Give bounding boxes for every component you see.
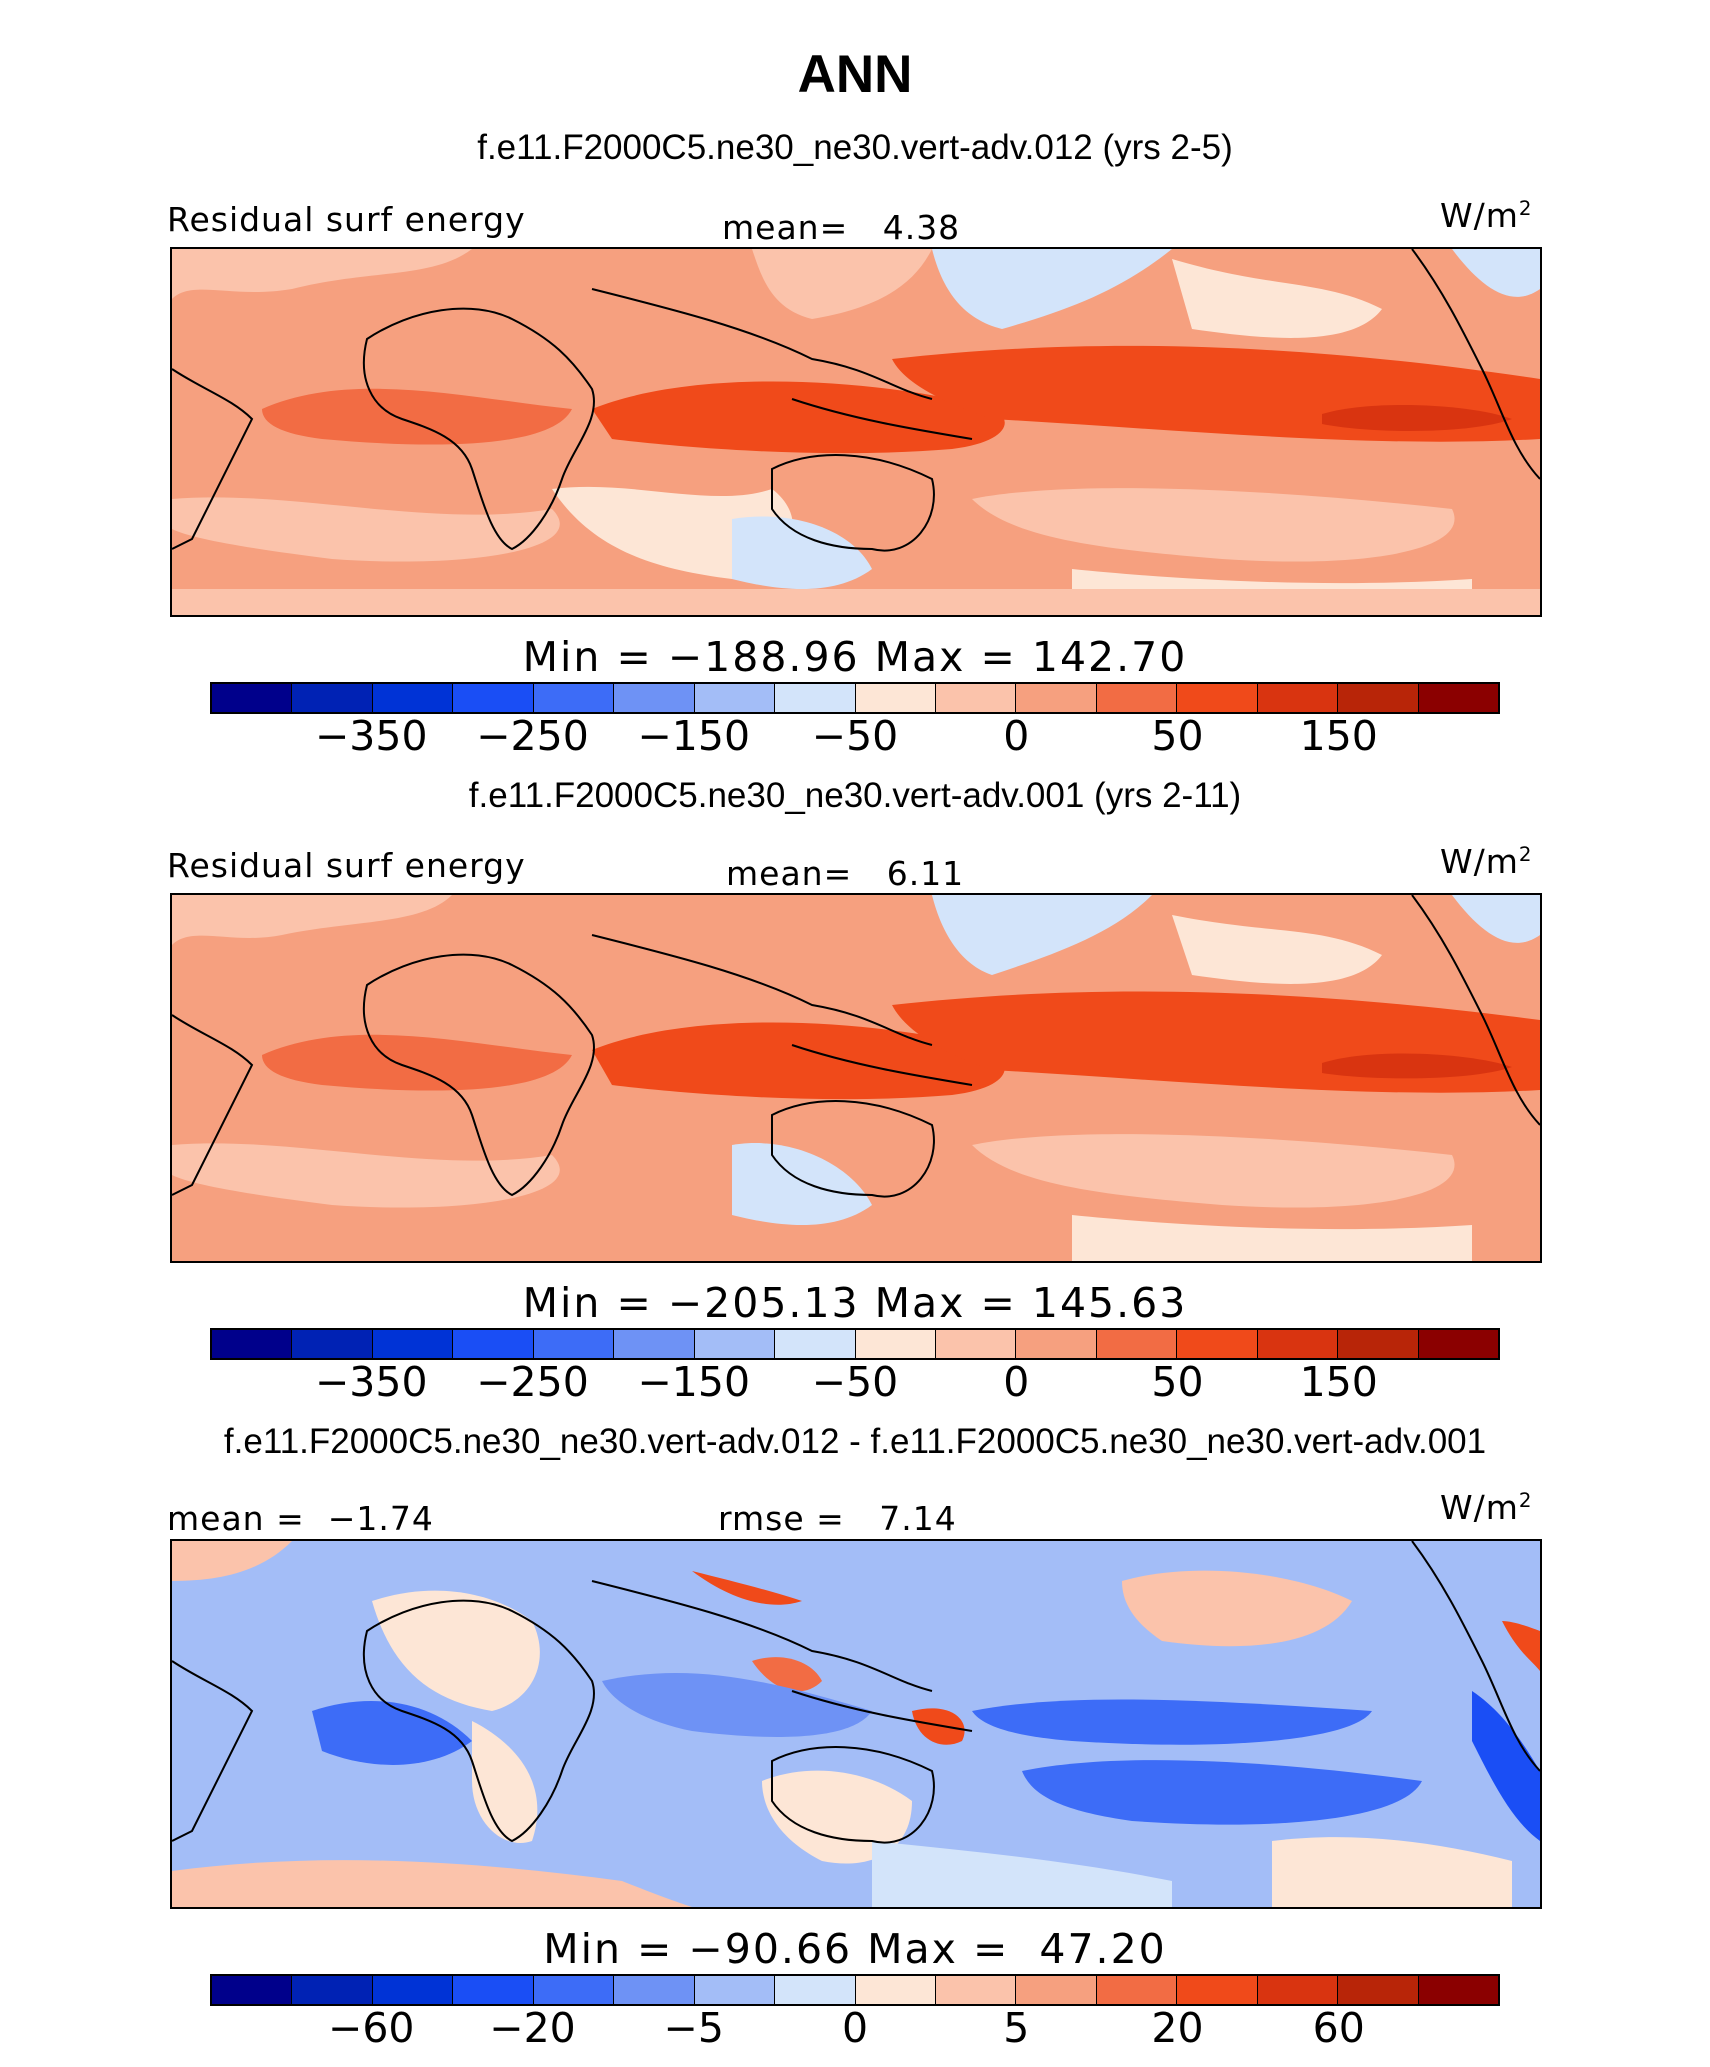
panel-1-map [170,247,1542,617]
colorbar-box [935,1330,1017,1358]
colorbar-box [1177,684,1258,712]
colorbar-box [855,1976,936,2004]
colorbar-tick-label: 60 [1312,2004,1365,2052]
colorbar-tick-label: 50 [1151,712,1204,760]
colorbar-box [372,1976,454,2004]
panel-3-min-max: Min = −90.66 Max = 47.20 [543,1925,1167,1973]
colorbar-tick-label: −50 [811,712,899,760]
panel-2-contour-field [172,895,1540,1261]
colorbar-tick-label: −350 [314,1358,428,1406]
panel-1-mean-label: mean= 4.38 [722,208,961,247]
colorbar-box [212,1330,293,1358]
colorbar-box [1418,1976,1498,2004]
colorbar-box [775,1330,856,1358]
colorbar-box [1338,1330,1419,1358]
colorbar-tick-label: −150 [637,1358,751,1406]
panel-1-variable-label: Residual surf energy [167,200,526,239]
colorbar-box [533,1976,615,2004]
colorbar-box [212,1976,293,2004]
panel-1-contour-field [172,249,1540,615]
colorbar-box [775,1976,856,2004]
panel-1-units: W/m2 [1440,196,1533,235]
colorbar-box [1016,1330,1097,1358]
panel-2-min-max: Min = −205.13 Max = 145.63 [522,1279,1188,1327]
colorbar-box [1177,1330,1258,1358]
colorbar-box [935,684,1017,712]
colorbar-box [775,684,856,712]
panel-2-mean-label: mean= 6.11 [726,854,965,893]
panel-1-min-max: Min = −188.96 Max = 142.70 [522,633,1188,681]
figure-title: ANN [797,45,913,104]
colorbar-box [855,684,936,712]
colorbar-box [453,1330,534,1358]
panel-3-case-title: f.e11.F2000C5.ne30_ne30.vert-adv.012 - f… [223,1422,1487,1461]
colorbar-box [1418,1330,1498,1358]
colorbar-box [694,1976,776,2004]
colorbar-tick-label: 0 [1003,1358,1030,1406]
colorbar-box [614,1330,695,1358]
colorbar-box [212,684,293,712]
colorbar-box [935,1976,1017,2004]
colorbar-box [1096,1976,1178,2004]
colorbar-box [1418,684,1498,712]
colorbar-tick-label: 0 [1003,712,1030,760]
colorbar-box [533,684,615,712]
colorbar-tick-label: 20 [1151,2004,1204,2052]
panel-3-mean-label: mean = −1.74 [167,1499,434,1538]
colorbar-box [855,1330,936,1358]
colorbar-tick-label: −60 [327,2004,415,2052]
colorbar-box [694,684,776,712]
panel-1-case-title: f.e11.F2000C5.ne30_ne30.vert-adv.012 (yr… [477,128,1233,167]
colorbar-tick-label: −150 [637,712,751,760]
colorbar-box [292,1330,373,1358]
panel-2-map [170,893,1542,1263]
colorbar-tick-label: −20 [489,2004,576,2052]
panel-3-colorbar [210,1974,1500,2006]
colorbar-box [372,684,454,712]
colorbar-tick-label: 150 [1299,1358,1378,1406]
colorbar-box [372,1330,454,1358]
colorbar-box [1016,1976,1097,2004]
panel-2-units: W/m2 [1440,842,1533,881]
colorbar-tick-label: 5 [1003,2004,1030,2052]
panel-2-variable-label: Residual surf energy [167,846,526,885]
colorbar-box [1338,1976,1419,2004]
colorbar-box [1257,684,1339,712]
colorbar-box [292,684,373,712]
colorbar-tick-label: −250 [476,1358,589,1406]
colorbar-box [614,1976,695,2004]
colorbar-tick-label: −5 [663,2004,724,2052]
colorbar-tick-label: −50 [811,1358,899,1406]
colorbar-box [1177,1976,1258,2004]
colorbar-tick-label: −250 [476,712,589,760]
colorbar-tick-label: 150 [1299,712,1378,760]
colorbar-box [453,1976,534,2004]
colorbar-tick-label: −350 [314,712,428,760]
colorbar-box [614,684,695,712]
colorbar-box [1096,1330,1178,1358]
colorbar-tick-label: 50 [1151,1358,1204,1406]
colorbar-tick-label: 0 [841,2004,869,2052]
panel-1-colorbar [210,682,1500,714]
colorbar-box [453,684,534,712]
colorbar-box [292,1976,373,2004]
panel-3-units: W/m2 [1440,1488,1533,1527]
colorbar-box [1096,684,1178,712]
colorbar-box [1257,1330,1339,1358]
colorbar-box [1257,1976,1339,2004]
panel-3-map [170,1539,1542,1909]
panel-2-case-title: f.e11.F2000C5.ne30_ne30.vert-adv.001 (yr… [468,776,1242,815]
panel-3-rmse-label: rmse = 7.14 [718,1499,957,1538]
colorbar-box [1016,684,1097,712]
panel-2-colorbar [210,1328,1500,1360]
colorbar-box [1338,684,1419,712]
colorbar-box [694,1330,776,1358]
colorbar-box [533,1330,615,1358]
panel-3-contour-field [172,1541,1540,1907]
